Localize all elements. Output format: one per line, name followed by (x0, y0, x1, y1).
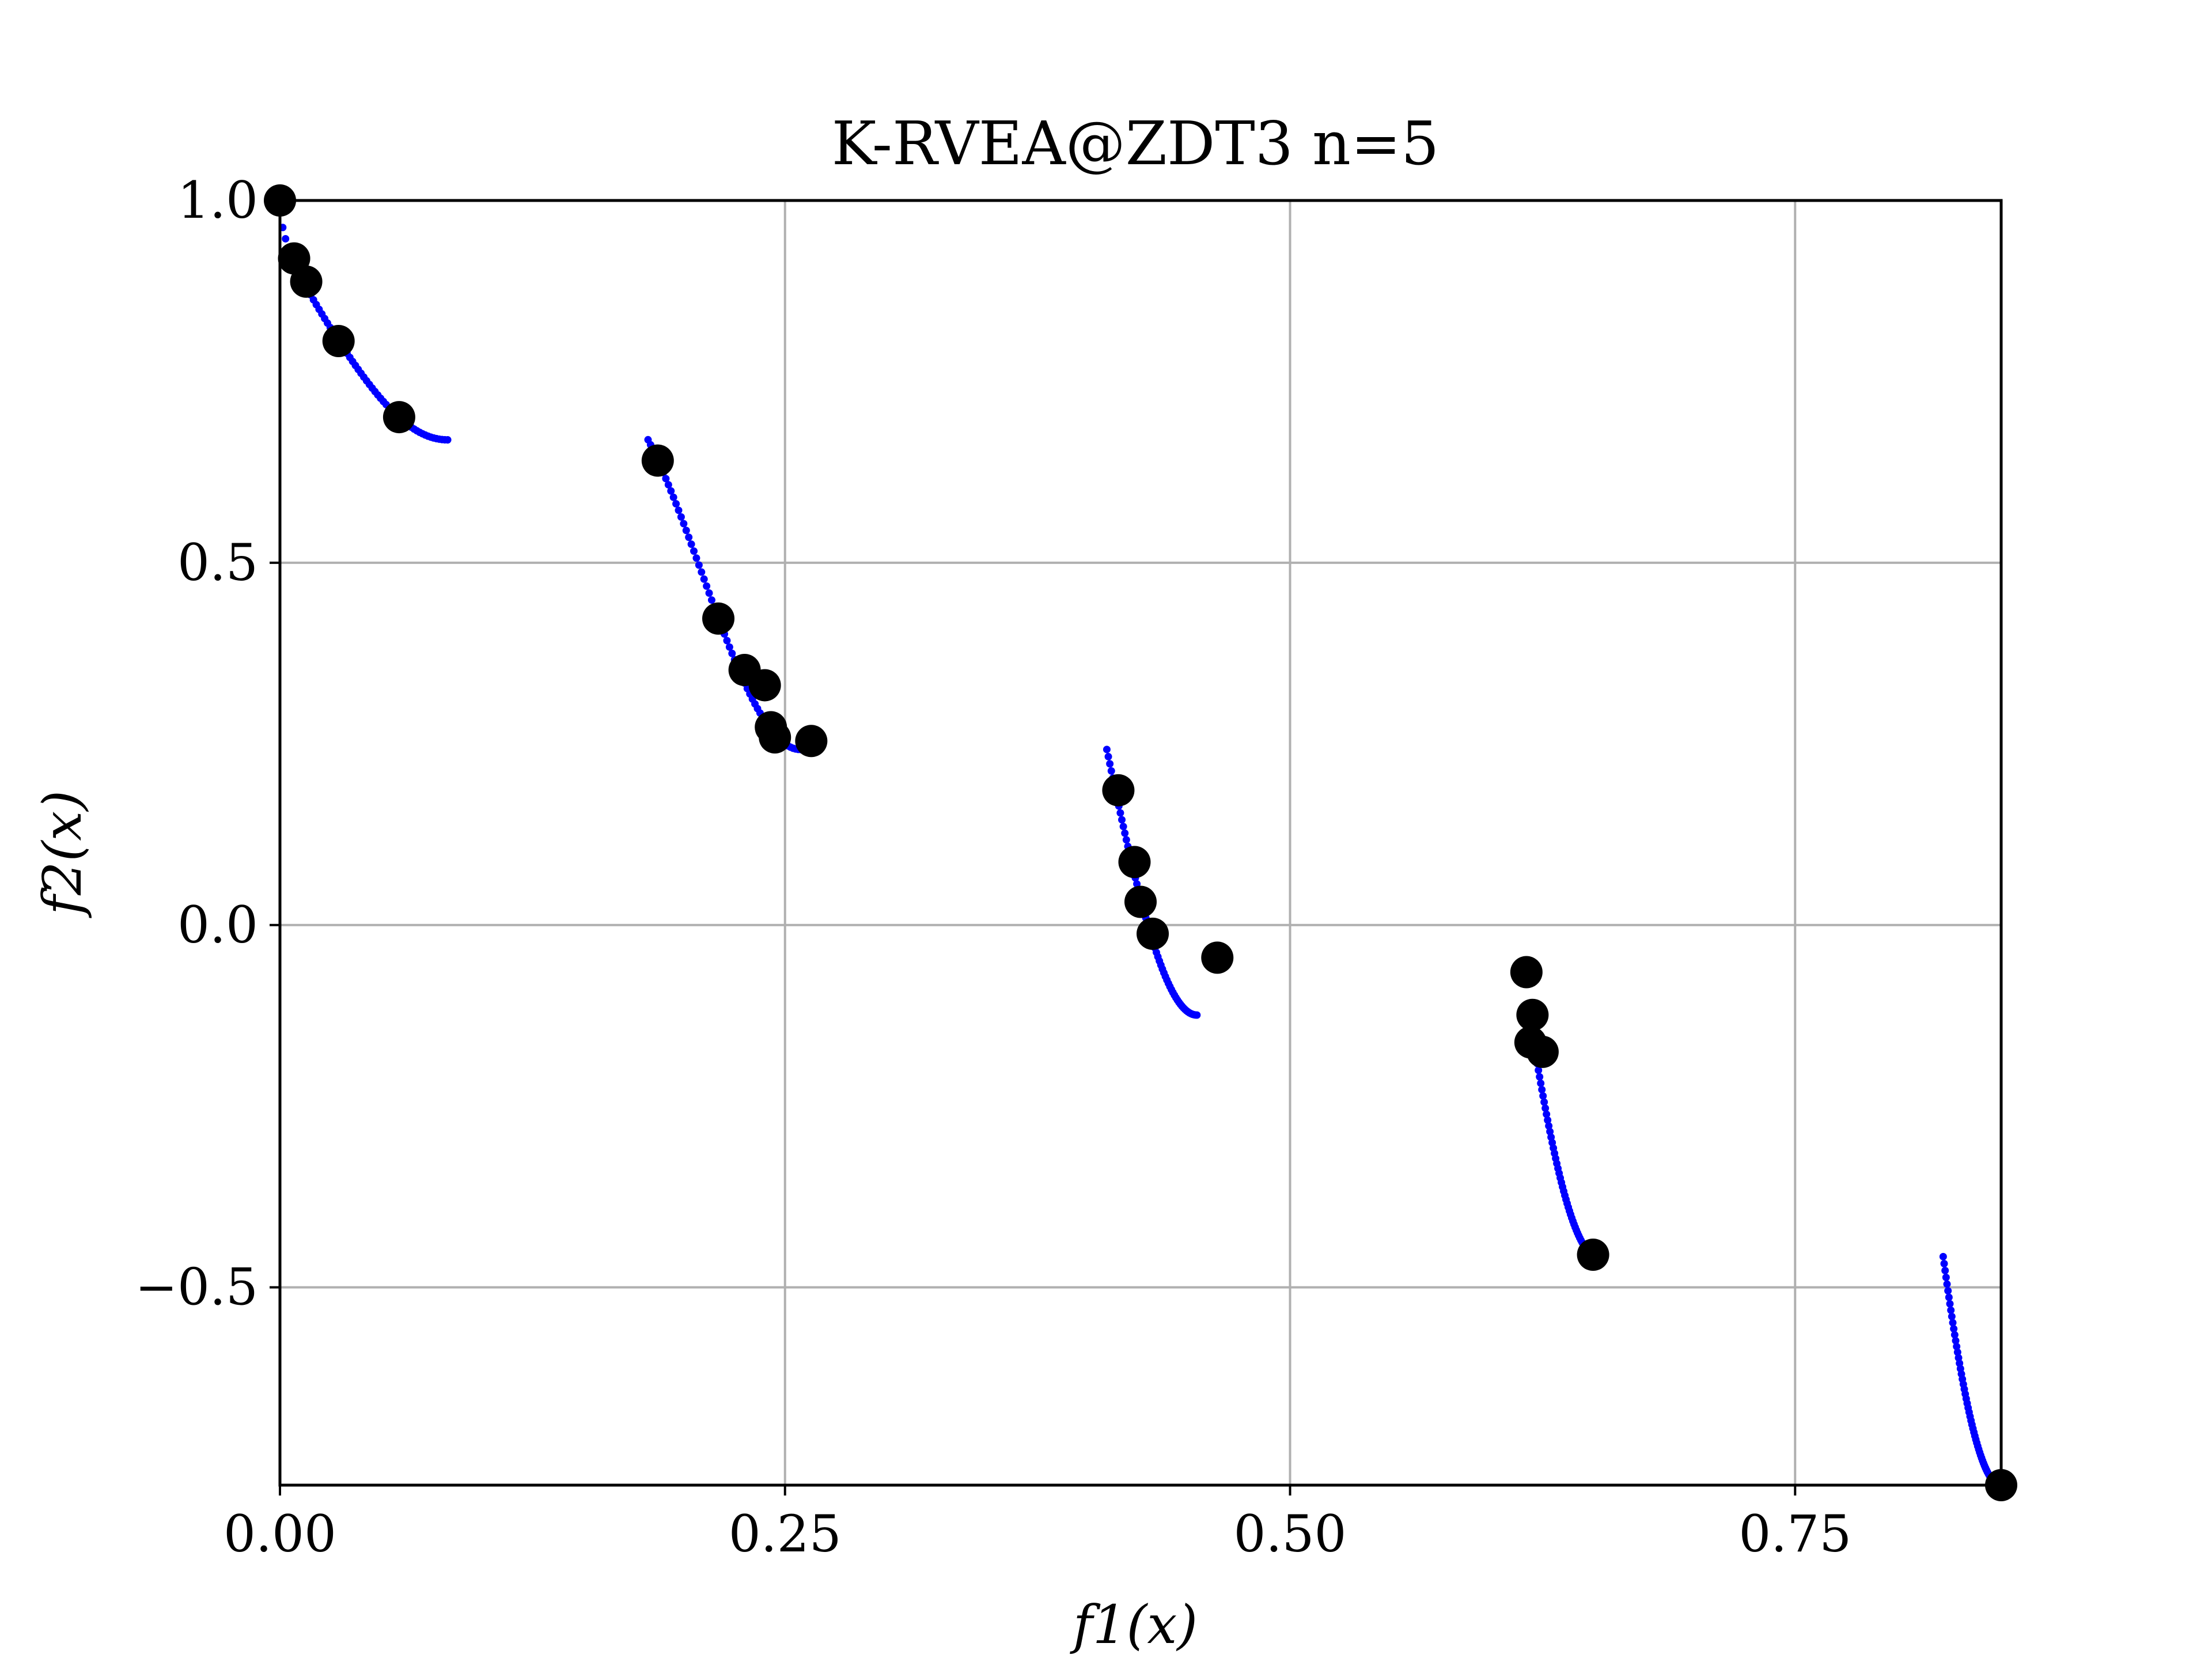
pareto-front-point (280, 224, 287, 232)
pareto-front-point (1544, 1116, 1552, 1124)
pareto-front-point (687, 540, 695, 548)
pareto-front-point (1118, 816, 1126, 824)
pareto-front-point (1537, 1079, 1545, 1087)
pareto-front-point (1107, 767, 1115, 775)
y-tick-label: 0.5 (177, 533, 258, 592)
solution-point (1510, 956, 1543, 989)
y-tick-label: 1.0 (177, 171, 258, 230)
pareto-front-point (703, 582, 711, 590)
solution-point (1118, 846, 1151, 879)
pareto-front-point (1947, 1306, 1955, 1314)
pareto-front-point (667, 487, 675, 495)
pareto-front-point (728, 649, 736, 657)
pareto-front-point (1942, 1273, 1950, 1281)
pareto-front-point (669, 493, 677, 501)
pareto-front-point (672, 499, 680, 508)
x-tick-label: 0.75 (1738, 1504, 1851, 1563)
pareto-front-point (1546, 1127, 1554, 1135)
pareto-front-point (662, 475, 670, 483)
pareto-front-point (1193, 1011, 1201, 1019)
pareto-front-point (1103, 745, 1111, 754)
pareto-front-point (682, 527, 690, 535)
pareto-front-point (1952, 1337, 1960, 1345)
pareto-front-point (685, 533, 693, 542)
pareto-front-point (723, 637, 731, 645)
pareto-front-point (444, 436, 452, 444)
x-tick-label: 0.25 (729, 1504, 842, 1563)
pareto-front-point (1944, 1287, 1952, 1295)
pareto-front-point (1106, 760, 1114, 768)
solution-point (748, 669, 781, 702)
pareto-front-point (1953, 1342, 1961, 1350)
y-tick-label: 0.0 (177, 895, 258, 955)
solution-points (264, 184, 2017, 1501)
solution-point (702, 602, 735, 635)
solution-point (290, 265, 323, 298)
pareto-front-point (282, 234, 290, 243)
pareto-front-point (1122, 836, 1130, 844)
pareto-front-point (1948, 1312, 1956, 1320)
pareto-front-point (675, 506, 683, 514)
pareto-front-point (1950, 1325, 1958, 1333)
solution-point (322, 325, 355, 358)
pareto-front-point (695, 561, 703, 569)
y-tick-label: −0.5 (135, 1258, 258, 1317)
pareto-front-point (1538, 1085, 1546, 1093)
pareto-front-point (664, 480, 672, 489)
pareto-front-point (692, 554, 700, 562)
x-axis-label: f1(x) (1070, 1594, 1198, 1656)
x-axis-ticks: 0.00 0.25 0.50 0.75 (224, 1485, 1851, 1563)
pareto-front-point (1939, 1252, 1947, 1260)
y-axis-ticks: 1.0 0.5 0.0 −0.5 (135, 171, 280, 1317)
solution-point (1124, 885, 1157, 918)
pareto-front-point (1116, 809, 1124, 817)
pareto-front-point (700, 575, 708, 583)
y-axis-label: f2(x) (32, 790, 93, 918)
pareto-front-point (1119, 823, 1127, 831)
pareto-front-point (1121, 829, 1129, 837)
x-tick-label: 0.50 (1234, 1504, 1347, 1563)
pareto-front-point (1940, 1259, 1948, 1267)
pareto-front-point (1536, 1073, 1544, 1081)
pareto-front-point (1535, 1066, 1543, 1074)
solution-point (759, 721, 791, 754)
pareto-front-point (1953, 1348, 1961, 1356)
pareto-front-point (1543, 1110, 1551, 1118)
solution-point (795, 725, 828, 758)
x-tick-label: 0.00 (224, 1504, 336, 1563)
pareto-front-point (1133, 880, 1141, 888)
pareto-front-point (1541, 1104, 1550, 1112)
pareto-front-point (1946, 1300, 1954, 1308)
chart-title: K-RVEA@ZDT3 n=5 (832, 108, 1440, 179)
solution-point (1201, 941, 1234, 974)
solution-point (1102, 774, 1135, 807)
solution-point (1526, 1035, 1559, 1068)
plot-frame (278, 199, 2003, 1487)
solution-point (1516, 998, 1549, 1031)
pareto-front-point (1950, 1331, 1959, 1339)
pareto-front-point (1949, 1319, 1957, 1327)
pareto-front-point (705, 589, 713, 597)
pareto-front-point (698, 568, 706, 576)
pareto-front-point (677, 513, 685, 521)
pareto-front-point (1104, 752, 1112, 760)
pareto-front-point (690, 547, 698, 555)
pareto-front-point (1945, 1293, 1953, 1301)
pareto-front-point (1539, 1092, 1547, 1100)
pareto-front-point (725, 643, 733, 651)
pareto-front-point (1941, 1266, 1949, 1274)
solution-point (382, 401, 415, 434)
pareto-front-point (1943, 1280, 1951, 1288)
pareto-front-point (707, 596, 715, 604)
pareto-front-point (1540, 1098, 1548, 1106)
pareto-front-point (1545, 1122, 1553, 1130)
solution-point (641, 444, 674, 477)
pareto-front-point (680, 520, 688, 528)
solution-point (1577, 1239, 1609, 1271)
solution-point (1137, 917, 1169, 950)
